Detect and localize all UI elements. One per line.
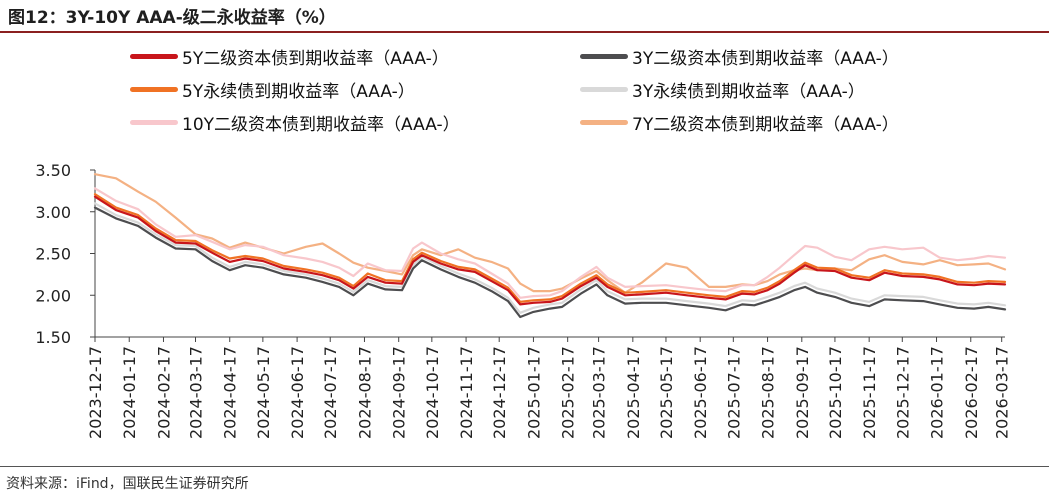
x-tick-label: 2025-09-17 xyxy=(793,346,812,439)
x-tick-label: 2025-02-17 xyxy=(559,346,578,439)
legend-swatch xyxy=(130,87,178,92)
legend-item-3y-tier2: 3Y二级资本债到期收益率（AAA-） xyxy=(580,44,899,69)
x-tick-label: 2025-05-17 xyxy=(657,346,676,439)
x-tick-label: 2025-06-17 xyxy=(691,346,710,439)
x-tick-label: 2024-08-17 xyxy=(355,346,374,439)
x-tick-label: 2023-12-17 xyxy=(86,346,105,439)
x-tick-label: 2025-07-17 xyxy=(724,346,743,439)
x-tick-label: 2024-02-17 xyxy=(154,346,173,439)
x-tick-label: 2026-02-17 xyxy=(962,346,981,439)
legend-item-5y-tier2: 5Y二级资本债到期收益率（AAA-） xyxy=(130,44,449,69)
chart-legend: 5Y二级资本债到期收益率（AAA-） 3Y二级资本债到期收益率（AAA-） 5Y… xyxy=(0,36,1049,146)
title-divider xyxy=(0,31,1049,33)
x-tick-label: 2025-08-17 xyxy=(759,346,778,439)
y-tick-label: 2.50 xyxy=(35,245,71,264)
series-line xyxy=(93,195,1007,306)
x-tick-label: 2025-01-17 xyxy=(524,346,543,439)
legend-label: 5Y二级资本债到期收益率（AAA-） xyxy=(182,49,449,69)
legend-label: 7Y二级资本债到期收益率（AAA-） xyxy=(632,115,899,135)
series-line xyxy=(93,193,1007,303)
x-tick-label: 2024-04-17 xyxy=(221,346,240,439)
x-tick-label: 2025-03-17 xyxy=(590,346,609,439)
x-tick-label: 2024-01-17 xyxy=(120,346,139,439)
series-layer xyxy=(93,173,1007,319)
y-axis: 3.50 3.00 2.50 2.00 1.50 xyxy=(35,161,96,347)
legend-label: 3Y二级资本债到期收益率（AAA-） xyxy=(632,49,899,69)
footer-divider xyxy=(0,466,1049,467)
series-line xyxy=(93,202,1007,314)
legend-label: 10Y二级资本债到期收益率（AAA-） xyxy=(182,115,460,135)
x-tick-label: 2025-11-17 xyxy=(860,346,879,439)
y-tick-label: 2.00 xyxy=(35,286,71,305)
legend-label: 5Y永续债到期收益率（AAA-） xyxy=(182,82,415,102)
x-tick-label: 2024-05-17 xyxy=(254,346,273,439)
legend-swatch xyxy=(580,54,628,59)
x-tick-label: 2024-03-17 xyxy=(186,346,205,439)
legend-swatch xyxy=(130,120,178,125)
x-axis: 2023-12-17 2024-01-17 2024-02-17 2024-03-17… xyxy=(86,336,1012,439)
x-tick-label: 2025-10-17 xyxy=(826,346,845,439)
legend-swatch xyxy=(580,120,628,125)
y-tick-label: 1.50 xyxy=(35,328,71,347)
source-note: 资料来源：iFind，国联民生证券研究所 xyxy=(6,476,249,492)
x-tick-label: 2025-04-17 xyxy=(624,346,643,439)
legend-swatch xyxy=(580,87,628,92)
line-chart: 3.50 3.00 2.50 2.00 1.50 2023-12-17 2024-01-1… xyxy=(35,161,1012,439)
x-tick-label: 2024-12-17 xyxy=(490,346,509,439)
series-line xyxy=(93,187,1007,299)
legend-item-10y-tier2: 10Y二级资本债到期收益率（AAA-） xyxy=(130,110,460,135)
y-tick-label: 3.50 xyxy=(35,161,71,180)
x-tick-label: 2024-11-17 xyxy=(457,346,476,439)
x-tick-label: 2026-03-17 xyxy=(993,346,1012,439)
x-tick-label: 2026-01-17 xyxy=(928,346,947,439)
legend-swatch xyxy=(130,54,178,59)
legend-label: 3Y永续债到期收益率（AAA-） xyxy=(632,82,865,102)
x-tick-label: 2025-12-17 xyxy=(893,346,912,439)
series-line xyxy=(93,206,1007,319)
x-tick-label: 2024-07-17 xyxy=(321,346,340,439)
legend-item-7y-tier2: 7Y二级资本债到期收益率（AAA-） xyxy=(580,110,899,135)
chart-title: 图12：3Y-10Y AAA-级二永收益率（%） xyxy=(8,8,336,28)
legend-item-3y-perpetual: 3Y永续债到期收益率（AAA-） xyxy=(580,77,865,102)
legend-item-5y-perpetual: 5Y永续债到期收益率（AAA-） xyxy=(130,77,415,102)
x-tick-label: 2024-10-17 xyxy=(423,346,442,439)
series-line xyxy=(93,173,1007,294)
x-tick-label: 2024-06-17 xyxy=(288,346,307,439)
y-tick-label: 3.00 xyxy=(35,203,71,222)
x-tick-label: 2024-09-17 xyxy=(390,346,409,439)
